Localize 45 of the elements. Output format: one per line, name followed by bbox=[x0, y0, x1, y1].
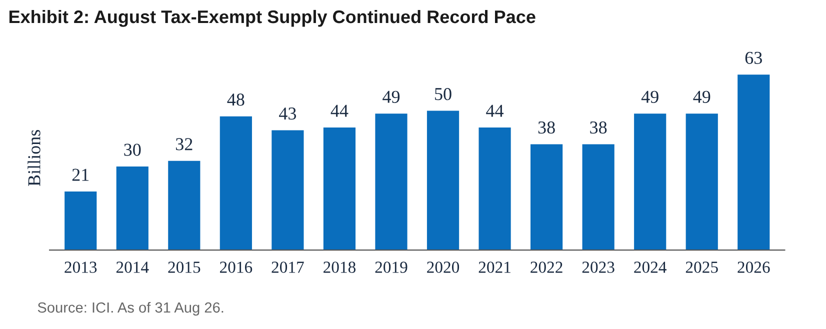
data-label: 21 bbox=[72, 168, 89, 181]
x-tick-label: 2020 bbox=[427, 262, 460, 273]
data-label: 49 bbox=[382, 90, 400, 103]
data-label: 50 bbox=[435, 88, 452, 100]
bar bbox=[323, 127, 356, 250]
x-tick-label: 2025 bbox=[686, 262, 718, 273]
source-note: Source: ICI. As of 31 Aug 26. bbox=[38, 302, 224, 316]
x-tick-label: 2018 bbox=[324, 262, 356, 273]
x-tick-label: 2026 bbox=[738, 262, 770, 273]
data-label: 43 bbox=[279, 108, 296, 120]
chart-title: Exhibit 2: August Tax-Exempt Supply Continued Record Pace bbox=[9, 10, 536, 27]
y-axis-title: Billions bbox=[28, 130, 40, 186]
data-label: 44 bbox=[486, 104, 504, 117]
data-label: 49 bbox=[693, 90, 710, 103]
data-label: 30 bbox=[124, 144, 141, 156]
data-label: 32 bbox=[176, 138, 192, 150]
bar bbox=[168, 160, 200, 250]
data-label: 44 bbox=[330, 104, 348, 117]
bar bbox=[116, 166, 148, 250]
bar bbox=[426, 110, 460, 250]
bar bbox=[272, 130, 304, 250]
bar bbox=[582, 144, 614, 250]
bar bbox=[220, 116, 252, 250]
bar bbox=[530, 144, 563, 250]
bar bbox=[634, 114, 666, 250]
x-tick-label: 2014 bbox=[116, 262, 149, 273]
data-label: 38 bbox=[590, 121, 607, 134]
data-label: 38 bbox=[538, 121, 555, 134]
x-tick-label: 2017 bbox=[272, 262, 304, 273]
x-tick-label: 2019 bbox=[375, 262, 408, 273]
bar bbox=[738, 74, 770, 250]
x-tick-label: 2022 bbox=[530, 262, 562, 273]
x-tick-label: 2021 bbox=[478, 262, 510, 273]
x-tick-label: 2016 bbox=[220, 262, 252, 273]
x-tick-label: 2024 bbox=[634, 262, 667, 273]
x-tick-label: 2015 bbox=[168, 262, 200, 273]
bar bbox=[375, 114, 408, 250]
bar bbox=[478, 127, 511, 250]
bar bbox=[686, 114, 718, 250]
x-tick-label: 2013 bbox=[64, 262, 97, 273]
bar bbox=[64, 192, 97, 250]
data-label: 48 bbox=[227, 94, 244, 106]
x-tick-label: 2023 bbox=[582, 262, 614, 273]
data-label: 63 bbox=[745, 52, 762, 64]
data-label: 49 bbox=[641, 90, 658, 103]
